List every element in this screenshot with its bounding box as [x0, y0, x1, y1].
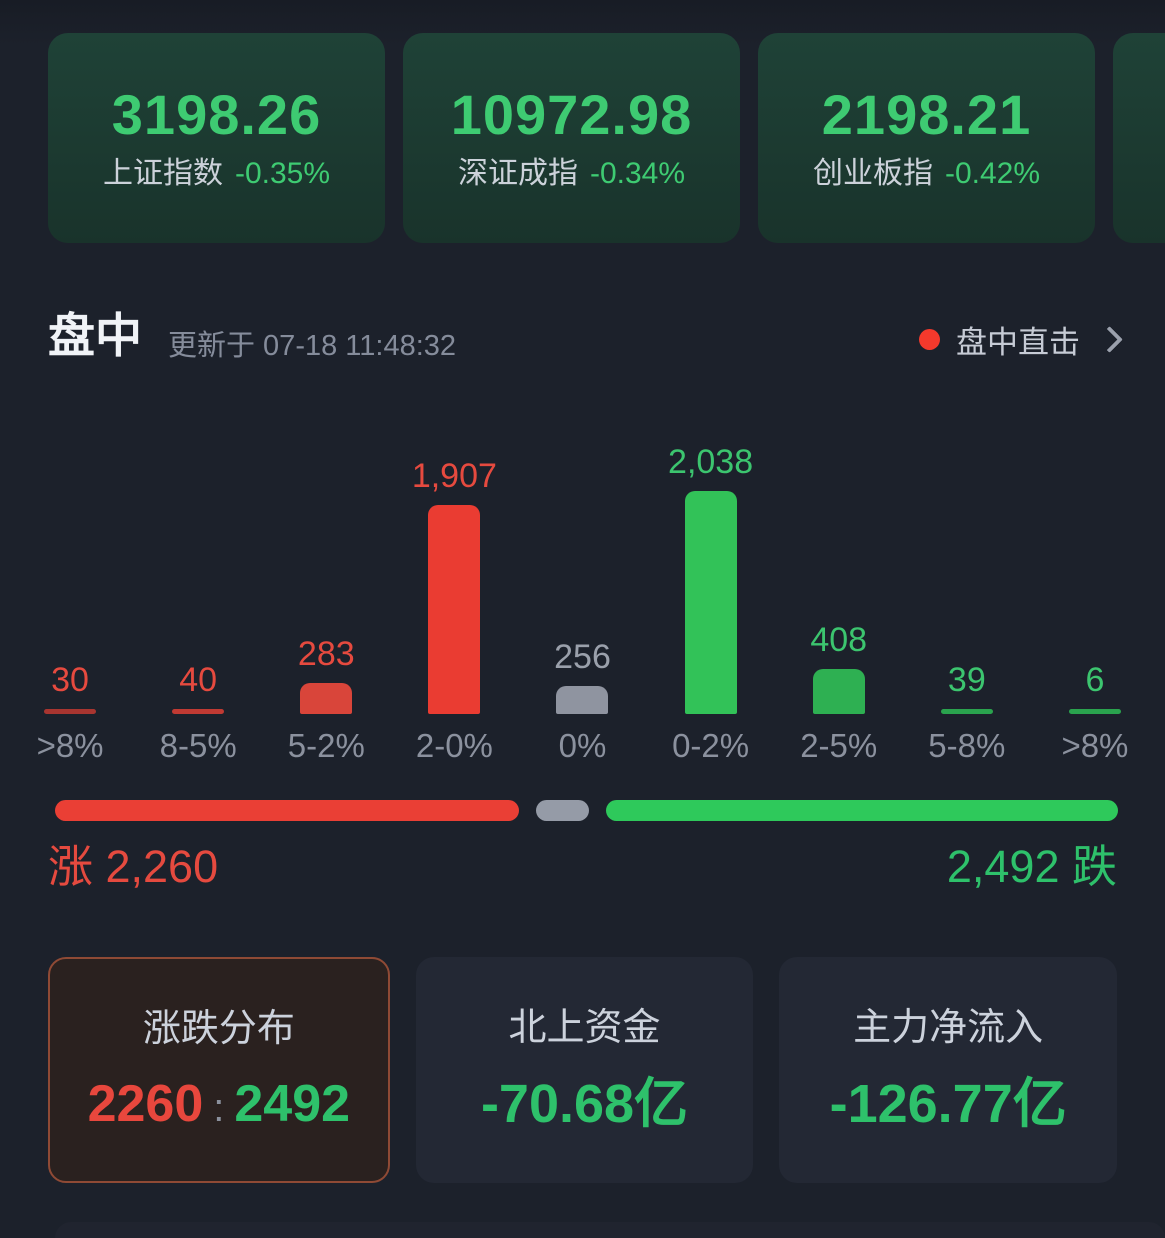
index-change: -0.34%	[589, 157, 686, 190]
advancers-segment	[55, 800, 520, 821]
index-card-chinext[interactable]: 2198.21 创业板指 -0.42%	[758, 33, 1095, 243]
bar-category-label: 8-5%	[159, 727, 237, 764]
index-card-shanghai[interactable]: 3198.26 上证指数 -0.35%	[48, 33, 385, 243]
chart-column: 256 0%	[518, 428, 646, 770]
index-value: 2198.21	[821, 83, 1032, 146]
index-name: 上证指数	[102, 157, 223, 190]
bar	[1068, 709, 1121, 714]
panel-value: -70.68亿	[480, 1074, 689, 1134]
bar-value-label: 6	[1085, 661, 1105, 699]
bar	[940, 709, 993, 714]
panel-title: 北上资金	[508, 1007, 661, 1049]
bar-category-label: 0%	[558, 727, 607, 764]
index-name: 深证成指	[457, 157, 578, 190]
bar	[300, 683, 353, 714]
bar-category-label: 2-5%	[800, 727, 878, 764]
updated-timestamp: 更新于 07-18 11:48:32	[168, 330, 457, 363]
decliners-count: 2492	[234, 1075, 351, 1133]
index-value: 3198.26	[111, 83, 322, 146]
panel-updown-distribution[interactable]: 涨跌分布 2260 : 2492	[48, 957, 390, 1183]
chevron-right-icon	[1096, 325, 1123, 353]
bar-value-label: 40	[179, 661, 218, 699]
index-name: 创业板指	[812, 157, 933, 190]
updown-ratio-bar	[55, 800, 1118, 821]
bar	[684, 491, 737, 714]
index-change: -0.35%	[234, 157, 331, 190]
distribution-chart: 30 >8% 40 8-5% 283 5-2% 1,907 2-0% 256 0% 2,038 0-2…	[6, 428, 1159, 770]
panel-title: 涨跌分布	[142, 1008, 295, 1050]
bar-value-label: 30	[51, 661, 89, 699]
bar-category-label: 0-2%	[672, 727, 750, 764]
advancers-count: 2260	[87, 1075, 204, 1133]
updown-totals: 涨 2,260 2,492 跌	[48, 840, 1117, 894]
bar	[428, 505, 481, 714]
live-link[interactable]: 盘中直击	[919, 317, 1125, 362]
panel-northbound-funds[interactable]: 北上资金 -70.68亿	[415, 957, 754, 1183]
bar-value-label: 256	[554, 638, 611, 676]
bar-value-label: 283	[297, 635, 355, 673]
chart-column: 39 5-8%	[903, 428, 1031, 770]
chart-column: 40 8-5%	[134, 428, 262, 770]
bar-category-label: >8%	[1061, 727, 1129, 764]
index-cards-row: 3198.26 上证指数 -0.35% 10972.98 深证成指 -0.34%…	[48, 33, 1165, 243]
bar-value-label: 2,038	[668, 443, 754, 481]
bar-value-label: 1,907	[411, 457, 497, 495]
page-title: 盘中	[48, 309, 142, 362]
index-value: 10972.98	[450, 83, 693, 146]
bar-category-label: 5-2%	[287, 727, 365, 764]
live-link-label: 盘中直击	[956, 324, 1080, 360]
decliners-segment	[605, 800, 1118, 821]
panel-title: 主力净流入	[853, 1007, 1044, 1049]
panel-main-net-inflow[interactable]: 主力净流入 -126.77亿	[779, 957, 1118, 1183]
bar-value-label: 408	[810, 621, 868, 659]
bar-category-label: 2-0%	[415, 727, 493, 764]
bar-category-label: >8%	[36, 727, 104, 764]
bar	[556, 686, 609, 714]
decliners-total: 2,492 跌	[946, 841, 1117, 892]
metric-panels: 涨跌分布 2260 : 2492 北上资金 -70.68亿 主力净流入 -126…	[48, 957, 1118, 1183]
next-section-edge	[55, 1222, 1165, 1238]
chart-column: 2,038 0-2%	[647, 428, 775, 770]
bar	[812, 669, 865, 714]
bar	[44, 709, 97, 714]
chart-column: 1,907 2-0%	[390, 428, 518, 770]
bar	[172, 709, 225, 714]
ratio-separator: :	[213, 1086, 225, 1130]
section-header: 盘中 更新于 07-18 11:48:32 盘中直击	[48, 308, 1125, 364]
chart-column: 30 >8%	[6, 428, 134, 770]
bar-category-label: 5-8%	[928, 727, 1006, 764]
chart-column: 408 2-5%	[775, 428, 903, 770]
live-dot-icon	[919, 328, 940, 350]
index-card-shenzhen[interactable]: 10972.98 深证成指 -0.34%	[403, 33, 740, 243]
bar-value-label: 39	[947, 661, 986, 699]
chart-column: 6 >8%	[1031, 428, 1159, 770]
panel-value: -126.77亿	[829, 1074, 1067, 1134]
index-change: -0.42%	[944, 157, 1041, 190]
index-card-partial[interactable]	[1113, 33, 1165, 243]
chart-column: 283 5-2%	[262, 428, 390, 770]
advancers-total: 涨 2,260	[48, 841, 219, 892]
flat-segment	[536, 800, 589, 821]
